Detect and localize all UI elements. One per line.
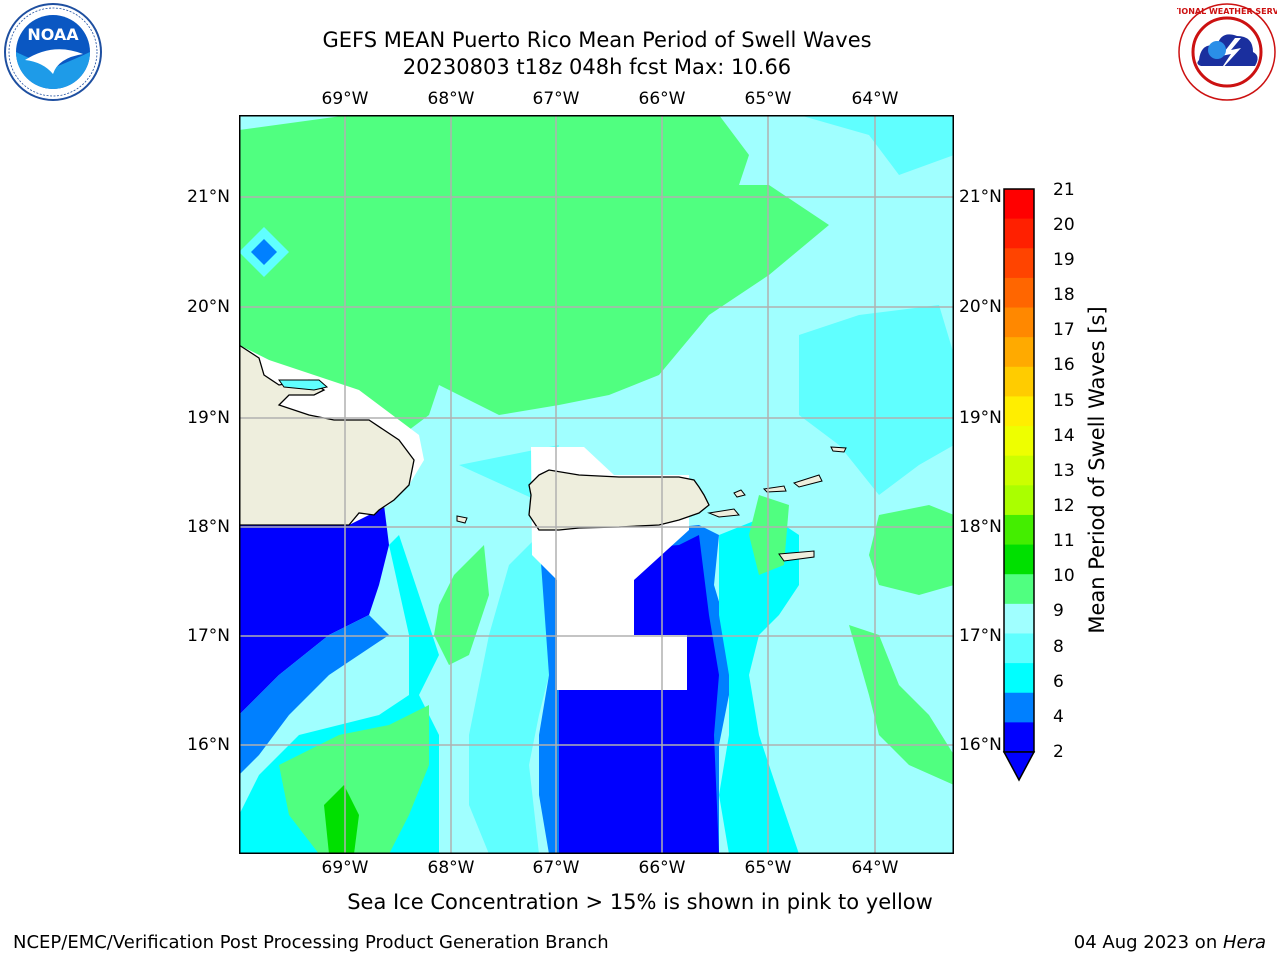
colorbar-segment <box>1004 663 1034 694</box>
land-tortola <box>792 474 823 488</box>
colorbar-tick: 8 <box>1053 637 1064 657</box>
nws-logo-text: NATIONAL WEATHER SERVICE <box>1177 7 1277 16</box>
map-subtitle: 20230803 t18z 048h fcst Max: 10.66 <box>402 55 792 79</box>
colorbar-label: Mean Period of Swell Waves [s] <box>1085 306 1109 634</box>
colorbar-segment <box>1004 396 1034 427</box>
lat-tick-left: 17°N <box>187 626 230 646</box>
lon-tick-bottom: 66°W <box>638 858 686 878</box>
lat-tick-right: 21°N <box>959 187 1002 207</box>
colorbar-segment <box>1004 277 1034 309</box>
map-plot <box>239 115 954 854</box>
lon-tick-bottom: 65°W <box>744 858 792 878</box>
swell-region-deep-blue <box>239 500 389 715</box>
lat-tick-right: 19°N <box>959 408 1002 428</box>
land-culebra <box>733 489 746 498</box>
lat-tick-left: 19°N <box>187 408 230 428</box>
colorbar-tick: 12 <box>1053 496 1075 516</box>
noaa-logo: NOAA <box>4 3 102 101</box>
colorbar-tick: 10 <box>1053 566 1075 586</box>
sea-ice-note: Sea Ice Concentration > 15% is shown in … <box>347 890 933 914</box>
colorbar-segment <box>1004 218 1034 249</box>
land-anegada <box>830 446 847 453</box>
swell-region-cyan <box>719 115 954 175</box>
colorbar-segment <box>1004 574 1034 605</box>
colorbar-tick: 11 <box>1053 531 1075 551</box>
swell-region-light-green <box>869 505 954 595</box>
colorbar-tick: 2 <box>1053 742 1064 762</box>
swell-region-light-green <box>434 545 489 665</box>
colorbar-segment <box>1004 455 1034 486</box>
colorbar-segment <box>1004 603 1034 634</box>
lon-tick-bottom: 69°W <box>321 858 369 878</box>
lon-tick-bottom: 64°W <box>851 858 899 878</box>
lat-tick-left: 16°N <box>187 735 230 755</box>
colorbar-segment <box>1004 633 1034 664</box>
map-frame <box>239 115 954 854</box>
swell-region-mid-blue <box>251 239 277 265</box>
swell-region-cyan <box>799 305 954 495</box>
lon-tick-top: 69°W <box>321 89 369 109</box>
land-turks-caicos <box>278 379 329 391</box>
lat-tick-left: 18°N <box>187 517 230 537</box>
land-puerto-rico <box>528 469 710 531</box>
colorbar-tick: 21 <box>1053 180 1075 200</box>
lon-tick-top: 67°W <box>532 89 580 109</box>
colorbar-segment <box>1004 722 1034 753</box>
land-mona-island <box>456 515 468 524</box>
colorbar-tick: 13 <box>1053 461 1075 481</box>
colorbar-tick: 19 <box>1053 250 1075 270</box>
lat-tick-left: 20°N <box>187 297 230 317</box>
map-title: GEFS MEAN Puerto Rico Mean Period of Swe… <box>322 28 872 52</box>
colorbar-tick: 15 <box>1053 391 1075 411</box>
lon-tick-bottom: 68°W <box>427 858 475 878</box>
footer-host: Hera <box>1222 932 1266 953</box>
noaa-logo-text: NOAA <box>27 25 79 44</box>
colorbar-tick: 16 <box>1053 355 1075 375</box>
colorbar-segment <box>1004 514 1034 546</box>
footer-date-text: 04 Aug 2023 on <box>1073 932 1223 953</box>
land-vieques <box>707 508 740 518</box>
swell-region-mid-blue <box>239 615 389 775</box>
colorbar-tick: 20 <box>1053 215 1075 235</box>
colorbar-tick: 18 <box>1053 285 1075 305</box>
swell-region-cyan-bright <box>719 515 799 854</box>
colorbar-segment <box>1004 337 1034 368</box>
colorbar-extend-arrow <box>1002 751 1036 782</box>
lon-tick-top: 66°W <box>638 89 686 109</box>
map-grid <box>239 115 954 854</box>
colorbar-segment <box>1004 248 1034 279</box>
colorbar-segment <box>1004 692 1034 723</box>
land-st-thomas <box>762 485 787 493</box>
lat-tick-left: 21°N <box>187 187 230 207</box>
lat-tick-right: 17°N <box>959 626 1002 646</box>
lon-tick-top: 68°W <box>427 89 475 109</box>
footer-branch: NCEP/EMC/Verification Post Processing Pr… <box>13 932 609 953</box>
swell-region-light-green <box>749 495 789 575</box>
colorbar-tick: 4 <box>1053 707 1064 727</box>
colorbar-segment <box>1004 426 1034 457</box>
colorbar-segment <box>1004 307 1034 338</box>
colorbar-tick: 17 <box>1053 320 1075 340</box>
colorbar-segment <box>1004 366 1034 397</box>
lat-tick-right: 20°N <box>959 297 1002 317</box>
land-st-croix <box>778 550 815 562</box>
footer-date: 04 Aug 2023 on Hera <box>1074 932 1266 953</box>
colorbar <box>1002 188 1036 782</box>
colorbar-tick: 9 <box>1053 601 1064 621</box>
lon-tick-top: 64°W <box>851 89 899 109</box>
lat-tick-right: 18°N <box>959 517 1002 537</box>
national-weather-service-logo: NATIONAL WEATHER SERVICE <box>1177 3 1277 101</box>
lon-tick-top: 65°W <box>744 89 792 109</box>
colorbar-tick: 6 <box>1053 672 1064 692</box>
colorbar-segment <box>1004 485 1034 516</box>
colorbar-tick: 14 <box>1053 426 1075 446</box>
colorbar-segment <box>1004 544 1034 575</box>
colorbar-segment <box>1004 189 1034 220</box>
lat-tick-right: 16°N <box>959 735 1002 755</box>
swell-region-light-green <box>279 705 429 854</box>
lon-tick-bottom: 67°W <box>532 858 580 878</box>
swell-region-green <box>324 785 359 854</box>
